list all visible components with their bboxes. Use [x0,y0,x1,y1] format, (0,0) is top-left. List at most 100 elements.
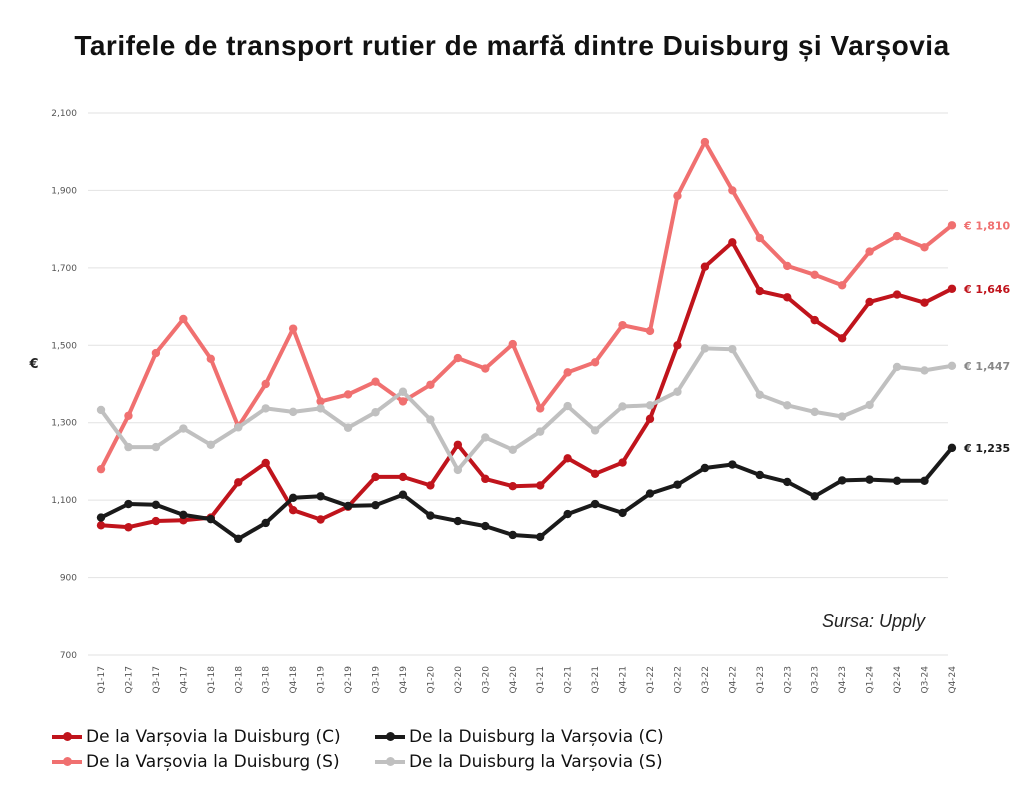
data-point [892,231,902,241]
data-point [810,492,819,501]
legend-swatch [375,757,405,766]
x-tick-label: Q1-17 [97,666,107,694]
data-point [481,474,490,484]
data-point [563,401,572,411]
data-point [837,476,847,485]
x-tick-label: Q1-18 [207,666,217,694]
data-point [810,270,819,280]
data-point [810,407,819,417]
data-point [892,362,902,372]
x-tick-label: Q1-19 [317,666,327,694]
data-point [700,463,710,473]
source-note: Sursa: Upply [822,611,926,631]
data-point [837,412,847,421]
data-point [206,354,215,364]
data-point [426,415,435,424]
series-group [96,137,957,544]
x-tick-label: Q3-20 [481,666,491,694]
data-point [920,298,929,307]
x-tick-label: Q2-17 [124,666,134,694]
data-point [398,397,408,406]
x-tick-label: Q1-23 [756,666,766,694]
data-point [673,387,682,396]
data-point [783,261,792,271]
data-point [563,368,572,377]
data-point [343,390,353,399]
series-line [99,346,954,472]
data-point [508,339,517,349]
data-point [261,404,270,413]
x-tick-label: Q3-17 [152,666,162,694]
data-point [947,443,957,453]
data-point [755,470,764,480]
data-point [124,499,133,509]
data-point [398,387,408,396]
legend-swatch [375,732,405,741]
data-point [618,508,627,518]
x-tick-label: Q1-20 [426,666,436,694]
data-point [398,490,408,499]
legend-label: De la Duisburg la Varșovia (S) [409,752,663,772]
data-point [783,401,792,410]
data-point [618,320,627,330]
data-point [453,465,463,475]
data-point [343,501,353,511]
x-tick-label: Q1-22 [646,666,656,694]
data-point [261,518,270,528]
data-point [124,411,133,420]
x-tick-label: Q2-22 [673,666,683,694]
data-point [288,407,298,417]
data-point [645,326,655,336]
x-tick-label: Q3-19 [372,666,382,694]
data-point [837,334,847,343]
legend-item-warsaw-duisburg-c[interactable]: De la Varșovia la Duisburg (C) [52,727,341,747]
data-point [947,284,957,293]
legend-item-duisburg-warsaw-c[interactable]: De la Duisburg la Varșovia (C) [375,727,664,747]
data-point [783,293,792,302]
y-tick-label: 1,900 [51,186,77,196]
data-point [453,440,463,449]
legend-label: De la Duisburg la Varșovia (C) [409,727,664,747]
y-tick-label: 1,300 [51,419,77,429]
x-tick-label: Q2-21 [564,666,574,694]
data-point [234,534,243,544]
data-point [96,405,106,415]
data-point [124,523,133,532]
data-point [151,500,161,509]
data-point [234,478,243,487]
data-point [96,513,106,522]
data-point [288,506,298,515]
data-point [865,475,874,484]
x-tick-label: Q3-22 [701,666,711,694]
data-point [288,493,298,503]
data-point [206,440,215,449]
data-point [590,358,600,367]
data-point [261,379,270,389]
data-point [234,423,243,432]
data-point [316,515,325,524]
data-point [728,460,737,469]
legend-label: De la Varșovia la Duisburg (S) [86,752,340,772]
data-point [728,186,737,195]
x-tick-label: Q2-19 [344,666,354,694]
data-point [920,243,929,252]
x-tick-label: Q1-24 [866,666,876,694]
series-4 [96,443,957,544]
data-point [453,353,463,363]
data-point [179,510,188,520]
data-point [124,442,133,452]
data-point [700,137,710,147]
data-point [508,482,517,491]
legend-item-warsaw-duisburg-s[interactable]: De la Varșovia la Duisburg (S) [52,752,340,772]
data-point [536,404,545,413]
gridlines [88,112,948,656]
legend-item-duisburg-warsaw-s[interactable]: De la Duisburg la Varșovia (S) [375,752,663,772]
x-tick-label: Q2-20 [454,666,464,694]
x-tick-label: Q3-24 [921,666,931,694]
data-point [755,390,764,400]
data-point [96,521,106,530]
legend-swatch [52,757,82,766]
y-tick-label: 2,100 [51,109,77,119]
data-point [645,414,655,424]
